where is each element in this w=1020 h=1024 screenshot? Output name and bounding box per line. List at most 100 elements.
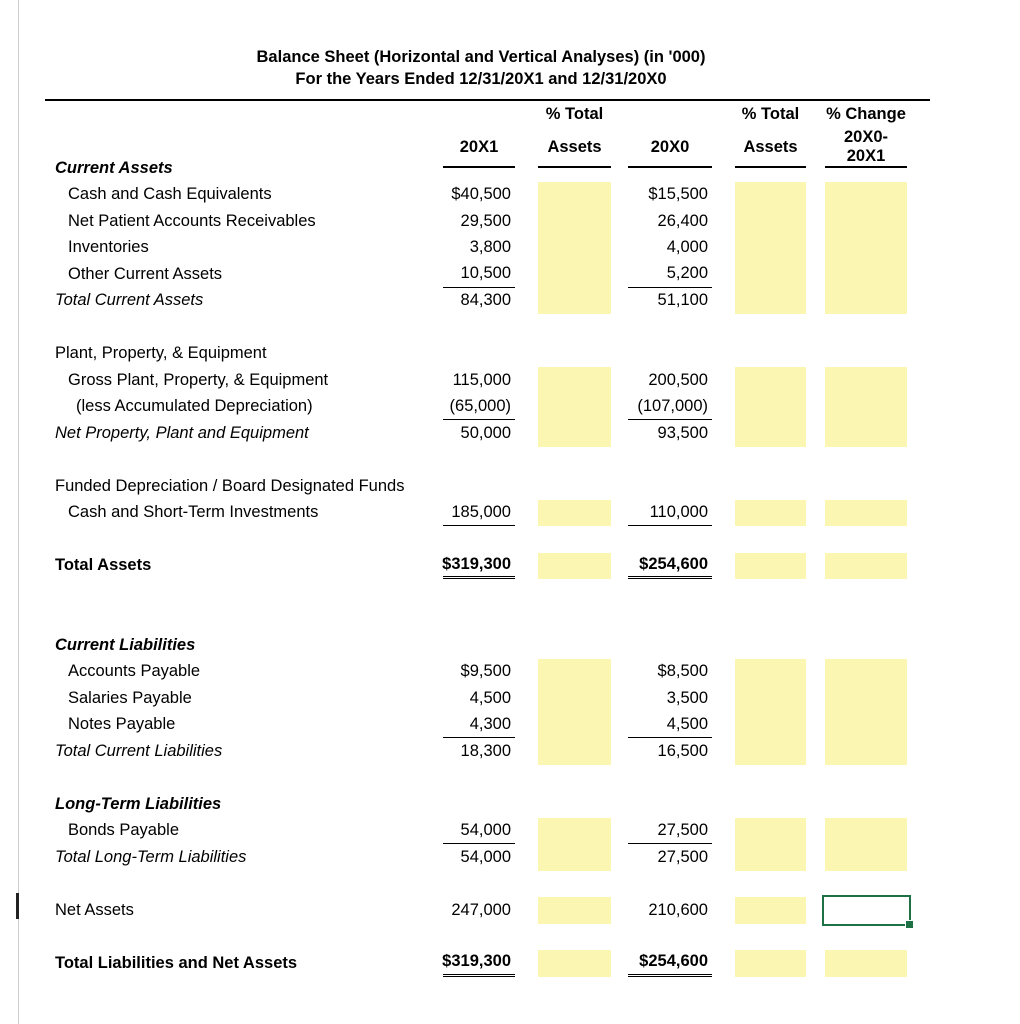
subtotal-row: Total Current Assets 84,300 51,100	[55, 287, 907, 314]
pct-total-20x0-cell[interactable]	[735, 181, 806, 208]
pct-total-20x1-cell[interactable]	[538, 181, 611, 208]
value-20x0: $8,500	[657, 662, 708, 681]
pct-total-20x0-cell[interactable]	[735, 420, 806, 447]
spacer-row	[55, 871, 907, 898]
pct-total-20x0-cell[interactable]	[735, 685, 806, 712]
table-row: Other Current Assets 10,500 5,200	[55, 261, 907, 288]
table-row: Gross Plant, Property, & Equipment 115,0…	[55, 367, 907, 394]
pct-total-20x0-cell[interactable]	[735, 658, 806, 685]
row-label: Bonds Payable	[68, 821, 179, 840]
pct-total-20x0-cell[interactable]	[735, 552, 806, 579]
row-label: Cash and Short-Term Investments	[68, 503, 319, 522]
section-header-row: Long-Term Liabilities	[55, 791, 907, 818]
pct-total-20x1-cell[interactable]	[538, 367, 611, 394]
pct-total-20x0-cell[interactable]	[735, 738, 806, 765]
pct-total-20x1-cell[interactable]	[538, 499, 611, 526]
pct-total-20x0-cell[interactable]	[735, 287, 806, 314]
value-20x0: 3,500	[666, 688, 708, 707]
pct-change-cell[interactable]	[825, 817, 907, 844]
table-row: Cash and Short-Term Investments 185,000 …	[55, 499, 907, 526]
value-20x1: $9,500	[460, 662, 511, 681]
section-header-row: Current Assets	[55, 155, 907, 182]
pct-total-20x0-cell[interactable]	[735, 711, 806, 738]
pct-total-20x1-cell[interactable]	[538, 393, 611, 420]
selected-cell[interactable]	[822, 895, 914, 929]
value-20x0: 4,500	[628, 712, 712, 738]
value-20x1: 29,500	[460, 211, 511, 230]
row-label: Net Property, Plant and Equipment	[55, 423, 309, 442]
pct-total-20x1-cell[interactable]	[538, 738, 611, 765]
pct-change-cell[interactable]	[825, 950, 907, 977]
value-20x1: 115,000	[452, 370, 511, 389]
pct-total-20x0-cell[interactable]	[735, 897, 806, 924]
pct-total-20x1-cell[interactable]	[538, 261, 611, 288]
value-20x1: 54,000	[460, 847, 511, 866]
value-20x1: (65,000)	[443, 394, 515, 420]
pct-change-cell	[822, 895, 914, 929]
section-title: Long-Term Liabilities	[55, 794, 222, 813]
row-label: Inventories	[68, 238, 149, 257]
pct-total-20x1-cell[interactable]	[538, 552, 611, 579]
table-row: (less Accumulated Depreciation) (65,000)…	[55, 393, 907, 420]
pct-change-cell[interactable]	[825, 658, 907, 685]
pct-total-20x0-cell[interactable]	[735, 367, 806, 394]
pct-total-20x1-cell[interactable]	[538, 287, 611, 314]
value-20x1: $40,500	[451, 185, 511, 204]
pct-change-cell[interactable]	[825, 208, 907, 235]
pct-change-cell[interactable]	[825, 393, 907, 420]
value-20x1: 54,000	[443, 818, 515, 844]
row-label: Total Long-Term Liabilities	[55, 847, 247, 866]
pct-total-20x1-cell[interactable]	[538, 844, 611, 871]
pct-change-cell[interactable]	[825, 420, 907, 447]
pct-total-20x1-cell[interactable]	[538, 897, 611, 924]
table-row: Salaries Payable 4,500 3,500	[55, 685, 907, 712]
value-20x1: 10,500	[443, 261, 515, 288]
pct-total-20x1-cell[interactable]	[538, 711, 611, 738]
pct-total-20x0-cell[interactable]	[735, 261, 806, 288]
value-20x0: 26,400	[657, 211, 708, 230]
pct-change-cell[interactable]	[825, 181, 907, 208]
pct-change-cell[interactable]	[825, 367, 907, 394]
pct-change-cell[interactable]	[825, 287, 907, 314]
row-label: Accounts Payable	[68, 662, 201, 681]
pct-total-20x1-cell[interactable]	[538, 420, 611, 447]
table-row: Notes Payable 4,300 4,500	[55, 711, 907, 738]
value-20x0: 200,500	[648, 370, 708, 389]
col-header-assets-20x1: Assets	[538, 128, 611, 168]
pct-total-20x0-cell[interactable]	[735, 950, 806, 977]
table-row: Accounts Payable $9,500 $8,500	[55, 658, 907, 685]
pct-total-20x1-cell[interactable]	[538, 658, 611, 685]
pct-total-20x0-cell[interactable]	[735, 499, 806, 526]
page-title: Balance Sheet (Horizontal and Vertical A…	[256, 48, 706, 66]
spacer-row	[55, 579, 907, 632]
pct-total-20x0-cell[interactable]	[735, 817, 806, 844]
fill-handle[interactable]	[905, 919, 914, 929]
pct-total-20x0-cell[interactable]	[735, 234, 806, 261]
pct-total-20x1-cell[interactable]	[538, 234, 611, 261]
pct-change-cell[interactable]	[825, 234, 907, 261]
pct-change-cell[interactable]	[825, 711, 907, 738]
pct-total-20x1-cell[interactable]	[538, 685, 611, 712]
section-header-row: Plant, Property, & Equipment	[55, 341, 907, 368]
pct-change-cell[interactable]	[825, 685, 907, 712]
value-20x1: 4,300	[443, 712, 515, 738]
col-header-20x1: 20X1	[443, 128, 515, 168]
pct-change-cell[interactable]	[825, 844, 907, 871]
pct-total-20x1-cell[interactable]	[538, 817, 611, 844]
row-label: (less Accumulated Depreciation)	[76, 397, 313, 416]
col-header-pct-total-20x1: % Total	[545, 105, 604, 123]
value-20x1: 185,000	[443, 500, 515, 526]
pct-total-20x1-cell[interactable]	[538, 208, 611, 235]
pct-change-cell[interactable]	[825, 738, 907, 765]
value-20x0: 210,600	[648, 900, 708, 919]
pct-total-20x0-cell[interactable]	[735, 208, 806, 235]
pct-change-cell[interactable]	[825, 499, 907, 526]
row-label: Other Current Assets	[68, 264, 223, 283]
pct-total-20x0-cell[interactable]	[735, 844, 806, 871]
pct-total-20x1-cell[interactable]	[538, 950, 611, 977]
value-20x0: 93,500	[657, 423, 708, 442]
pct-change-cell[interactable]	[825, 552, 907, 579]
pct-change-cell[interactable]	[825, 261, 907, 288]
table-row: Net Assets 247,000 210,600	[55, 895, 914, 929]
pct-total-20x0-cell[interactable]	[735, 393, 806, 420]
